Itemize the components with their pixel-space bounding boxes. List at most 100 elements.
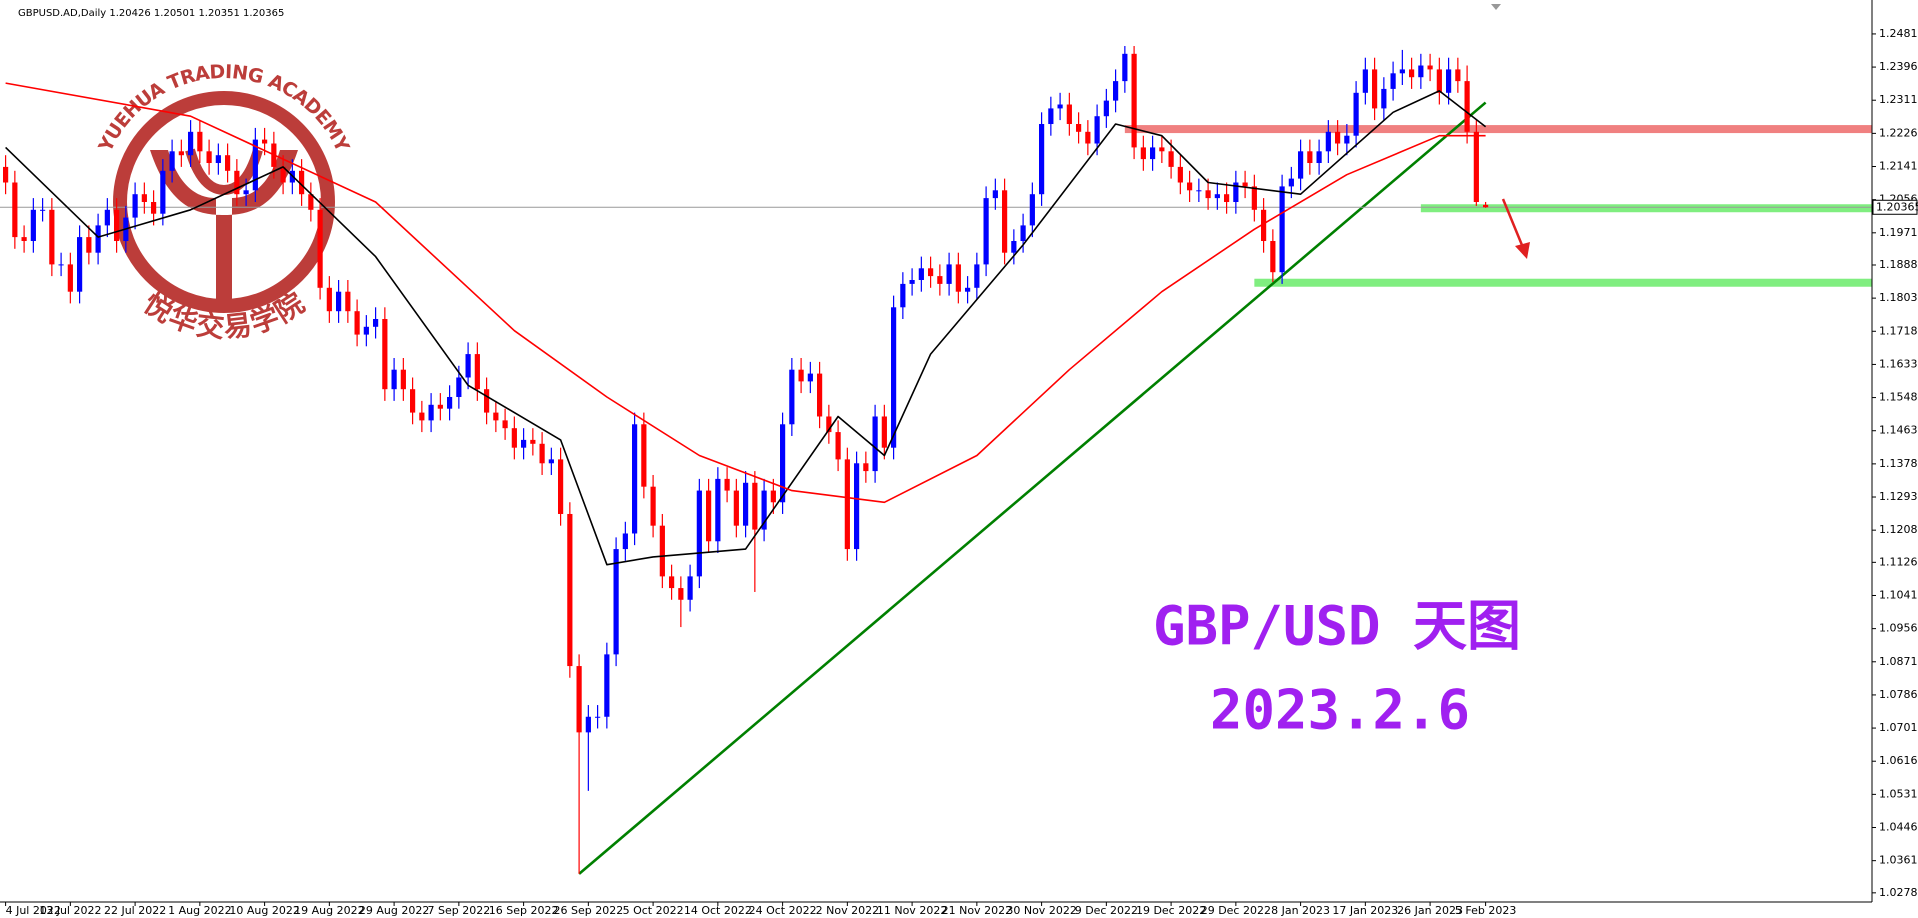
candle-body xyxy=(1427,65,1433,70)
candle-body xyxy=(86,237,92,253)
candle-body xyxy=(965,287,971,292)
y-tick-label: 1.24810 xyxy=(1879,27,1918,40)
candle-body xyxy=(382,318,388,390)
candle-body xyxy=(391,369,397,390)
x-tick-label: 4 Jul 2022 xyxy=(6,904,61,917)
candle-body xyxy=(437,404,443,409)
y-tick-label: 1.16335 xyxy=(1879,357,1918,370)
candle-body xyxy=(1224,194,1230,203)
candle-body xyxy=(798,369,804,382)
x-tick-label: 5 Oct 2022 xyxy=(623,904,684,917)
candle-body xyxy=(1233,182,1239,203)
candle-body xyxy=(40,209,46,211)
candle-body xyxy=(817,373,823,417)
candle-body xyxy=(104,209,110,226)
logo-mark xyxy=(150,150,298,300)
candle-body xyxy=(780,424,786,503)
candle-body xyxy=(1122,53,1128,82)
x-tick-label: 8 Jan 2023 xyxy=(1271,904,1330,917)
plot-area xyxy=(0,46,1872,875)
candle-body xyxy=(724,478,730,491)
candle-body xyxy=(1057,104,1063,109)
candle-body xyxy=(1039,124,1045,195)
candle-body xyxy=(1483,204,1489,208)
x-tick-label: 26 Sep 2022 xyxy=(553,904,623,917)
last-price-label: 1.20365 xyxy=(1876,200,1918,213)
candle-body xyxy=(280,166,286,183)
candle-body xyxy=(548,459,554,464)
x-tick-label: 22 Jul 2022 xyxy=(104,904,166,917)
candle-body xyxy=(1436,69,1442,93)
candle-body xyxy=(1307,151,1313,164)
candle-body xyxy=(743,482,749,526)
candle-body xyxy=(770,490,776,503)
candle-body xyxy=(530,439,536,444)
candle-body xyxy=(188,131,194,156)
candle-body xyxy=(1372,69,1378,109)
candle-body xyxy=(1150,147,1156,160)
candle-body xyxy=(215,155,221,164)
candle-body xyxy=(696,490,702,577)
y-tick-label: 1.07860 xyxy=(1879,688,1918,701)
candle-body xyxy=(687,576,693,600)
candle-body xyxy=(345,291,351,312)
candle-body xyxy=(474,354,480,390)
y-tick-label: 1.10410 xyxy=(1879,588,1918,601)
candle-body xyxy=(299,170,305,195)
candle-body xyxy=(114,209,120,242)
arrow-head xyxy=(1515,242,1530,259)
candle-body xyxy=(317,209,323,288)
candle-body xyxy=(854,463,860,550)
candle-body xyxy=(1048,108,1054,125)
x-tick-label: 16 Sep 2022 xyxy=(489,904,559,917)
trendline xyxy=(578,101,1487,875)
candle-body xyxy=(151,202,157,214)
candle-body xyxy=(234,170,240,195)
x-tick-label: 19 Aug 2022 xyxy=(294,904,364,917)
candle-body xyxy=(937,276,943,284)
x-tick-label: 21 Nov 2022 xyxy=(942,904,1012,917)
candle-body xyxy=(789,369,795,425)
candle-body xyxy=(1261,209,1267,242)
y-tick-label: 1.12085 xyxy=(1879,523,1918,536)
y-tick-label: 1.12935 xyxy=(1879,490,1918,503)
candle-body xyxy=(1113,81,1119,101)
candle-body xyxy=(1011,241,1017,253)
candle-body xyxy=(585,716,591,733)
annotation-date: 2023.2.6 xyxy=(1210,679,1470,742)
candle-body xyxy=(844,459,850,550)
candle-body xyxy=(511,428,517,448)
y-tick-label: 1.19710 xyxy=(1879,226,1918,239)
candle-body xyxy=(1390,73,1396,89)
candle-body xyxy=(641,424,647,487)
candle-body xyxy=(326,287,332,312)
y-tick-label: 1.15485 xyxy=(1879,391,1918,404)
candle-body xyxy=(77,237,83,292)
candle-body xyxy=(567,513,573,667)
trend-arrow xyxy=(1501,198,1530,259)
candle-body xyxy=(1177,166,1183,183)
candle-body xyxy=(336,291,342,312)
candle-body xyxy=(447,396,453,409)
candle-body xyxy=(1066,104,1072,125)
symbol-header: GBPUSD.AD,Daily 1.20426 1.20501 1.20351 … xyxy=(18,8,284,19)
candle-body xyxy=(928,268,934,277)
level-zone xyxy=(1420,204,1872,213)
candle-body xyxy=(1353,92,1359,136)
x-tick-label: 11 Nov 2022 xyxy=(877,904,947,917)
candle-body xyxy=(400,369,406,390)
candle-body xyxy=(1020,225,1026,242)
x-tick-label: 9 Dec 2022 xyxy=(1075,904,1138,917)
annotation-title: GBP/USD 天图 xyxy=(1153,595,1521,658)
moving-average xyxy=(5,82,1486,504)
candle-body xyxy=(1094,116,1100,144)
logo-ring xyxy=(113,91,335,313)
candle-body xyxy=(1279,186,1285,273)
candle-body xyxy=(178,151,184,156)
candle-body xyxy=(1168,151,1174,167)
candle-body xyxy=(1131,53,1137,148)
candle-body xyxy=(308,194,314,210)
x-tick-label: 17 Jan 2023 xyxy=(1332,904,1398,917)
